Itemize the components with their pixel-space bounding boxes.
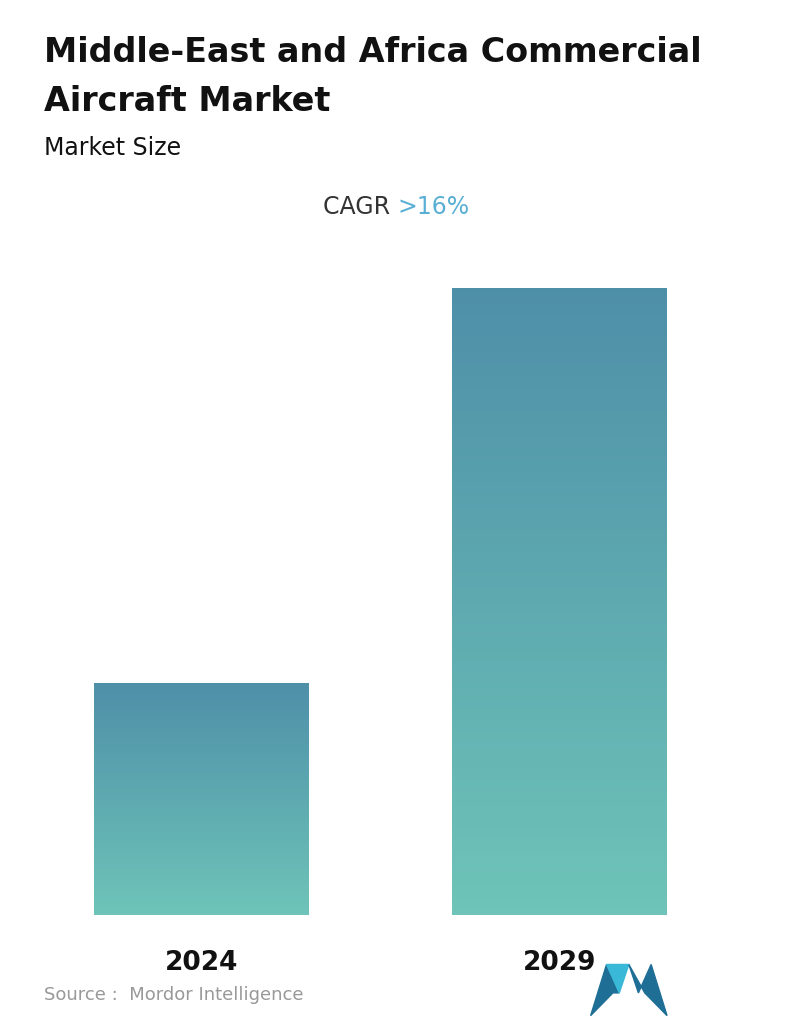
Text: 2024: 2024 (165, 949, 238, 976)
Text: Source :  Mordor Intelligence: Source : Mordor Intelligence (44, 985, 303, 1004)
Text: 2029: 2029 (523, 949, 596, 976)
Text: Aircraft Market: Aircraft Market (44, 85, 330, 118)
Polygon shape (629, 965, 667, 1015)
Polygon shape (607, 965, 629, 993)
Text: Market Size: Market Size (44, 136, 181, 160)
Text: >16%: >16% (398, 194, 470, 219)
Polygon shape (591, 965, 619, 1015)
Text: CAGR: CAGR (323, 194, 398, 219)
Text: Middle-East and Africa Commercial: Middle-East and Africa Commercial (44, 36, 701, 69)
